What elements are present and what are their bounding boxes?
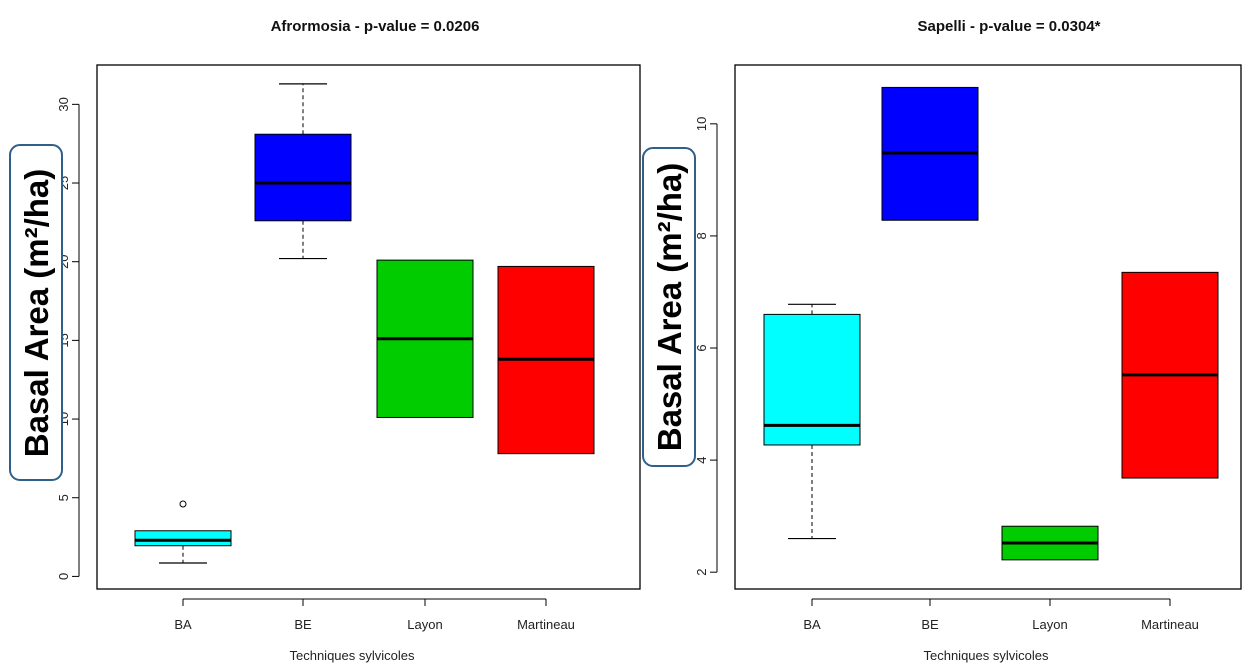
chart-title: Sapelli - p-value = 0.0304* <box>917 18 1100 35</box>
x-axis: BA BE Layon Martineau <box>803 598 1199 632</box>
x-tick-label: Layon <box>407 617 442 632</box>
y-axis-label: Basal Area (m²/ha) <box>18 169 55 458</box>
y-tick-label: 30 <box>56 97 71 111</box>
chart-title: Afrormosia - p-value = 0.0206 <box>271 18 480 35</box>
box-ba <box>763 303 861 540</box>
plot-frame <box>96 64 641 590</box>
y-tick-label: 0 <box>56 573 71 580</box>
outlier-point <box>179 500 187 508</box>
x-tick-label: BA <box>174 617 192 632</box>
x-tick-label: BE <box>294 617 312 632</box>
x-tick-label: Layon <box>1032 617 1067 632</box>
box-martineau <box>497 265 595 455</box>
box-body <box>134 530 232 547</box>
x-tick-label: BE <box>921 617 939 632</box>
y-tick-label: 4 <box>694 456 709 463</box>
sapelli-panel: Sapelli - p-value = 0.0304* 2 4 6 8 10 BA BE L… <box>642 18 1242 663</box>
box-be <box>881 86 979 221</box>
box-ba <box>134 500 232 564</box>
box-body <box>254 133 352 222</box>
x-axis-label: Techniques sylvicoles <box>289 648 415 663</box>
y-tick-label: 2 <box>694 569 709 576</box>
x-tick-label: Martineau <box>1141 617 1199 632</box>
box-martineau <box>1121 271 1219 479</box>
afrormosia-panel: Afrormosia - p-value = 0.0206 0510152025… <box>9 18 641 663</box>
plot-frame <box>734 64 1242 590</box>
x-tick-label: BA <box>803 617 821 632</box>
y-label-box <box>642 147 696 467</box>
y-axis-label: Basal Area (m²/ha) <box>651 163 688 452</box>
plot-area <box>134 83 595 564</box>
y-tick-label: 5 <box>56 494 71 501</box>
box-body <box>763 313 861 446</box>
x-tick-label: Martineau <box>517 617 575 632</box>
box-layon <box>1001 525 1099 561</box>
plot-area <box>763 86 1219 561</box>
y-axis: 2 4 6 8 10 <box>694 117 718 576</box>
x-axis-label: Techniques sylvicoles <box>923 648 1049 663</box>
y-tick-label: 10 <box>694 117 709 131</box>
box-be <box>254 83 352 260</box>
x-axis: BA BE Layon Martineau <box>174 598 575 632</box>
box-layon <box>376 259 474 418</box>
y-tick-label: 6 <box>694 344 709 351</box>
y-tick-label: 8 <box>694 232 709 239</box>
y-label-box <box>9 144 63 481</box>
